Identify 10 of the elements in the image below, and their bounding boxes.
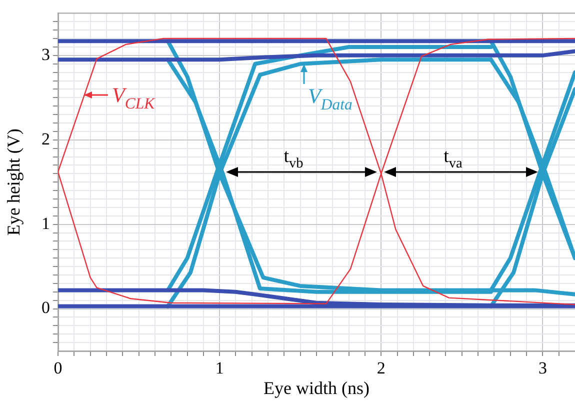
- x-tick-label: 1: [215, 358, 224, 378]
- x-tick-label: 3: [538, 358, 547, 378]
- x-tick-label: 0: [54, 358, 62, 378]
- x-tick-label: 2: [376, 358, 386, 378]
- y-tick-label: 1: [42, 214, 50, 233]
- y-tick-label: 0: [42, 298, 50, 318]
- y-axis-title: Eye height (V): [4, 128, 24, 236]
- y-tick-label: 3: [42, 44, 50, 64]
- y-tick-label: 2: [42, 129, 50, 148]
- x-axis-title: Eye width (ns): [264, 378, 370, 398]
